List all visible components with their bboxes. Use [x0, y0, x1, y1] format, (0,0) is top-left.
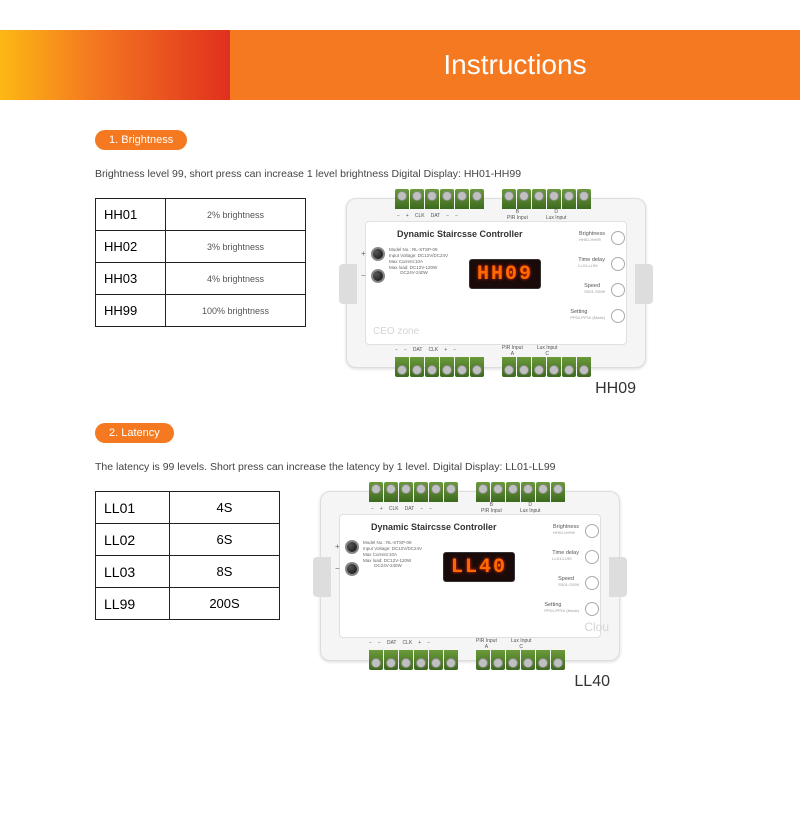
watermark: CEO zone: [373, 326, 419, 337]
device-specs: Model No.: RL-STSP-09 Input Voltage: DC1…: [389, 247, 448, 276]
table-row: LL038S: [96, 556, 280, 588]
button-label: SettingPP01-PP10 (Mode): [570, 309, 605, 321]
led-display: LL40: [443, 552, 515, 582]
header-title-area: Instructions: [230, 30, 800, 100]
table-row: HH034% brightness: [96, 263, 306, 295]
brightness-button[interactable]: [611, 231, 625, 245]
terminal-block: [476, 650, 565, 670]
table-row: LL014S: [96, 492, 280, 524]
terminal-block: [395, 189, 484, 209]
device2-wrap: −+CLKDAT−− BPIR Input DLux Input −−DATCL…: [320, 491, 640, 691]
adjustment-knob[interactable]: [371, 269, 385, 283]
table-row: LL99200S: [96, 588, 280, 620]
setting-button[interactable]: [611, 309, 625, 323]
setting-button[interactable]: [585, 602, 599, 616]
button-label: Time delayLL01-LL99: [578, 257, 605, 269]
button-label: SpeedSS01-SS99: [584, 283, 605, 295]
device-caption: LL40: [320, 673, 640, 691]
section2-desc: The latency is 99 levels. Short press ca…: [95, 461, 740, 473]
led-display: HH09: [469, 259, 541, 289]
device-specs: Model No.: RL-STSP-09 Input Voltage: DC1…: [363, 540, 422, 569]
header-bar: Instructions: [0, 30, 800, 100]
din-clip: [339, 264, 357, 304]
top-port-labels: BPIR Input DLux Input: [507, 209, 566, 221]
bottom-port-labels: PIR InputA Lux InputC: [502, 345, 557, 357]
speed-button[interactable]: [585, 576, 599, 590]
top-pin-labels: −+CLKDAT−−: [371, 506, 432, 512]
time-delay-button[interactable]: [611, 257, 625, 271]
minus-label: −: [361, 271, 366, 280]
device-caption: HH09: [346, 380, 666, 398]
controller-device: −+CLKDAT−− BPIR Input DLux Input −−DATCL…: [346, 198, 646, 368]
terminal-block: [369, 650, 458, 670]
speed-button[interactable]: [611, 283, 625, 297]
terminal-block: [476, 482, 565, 502]
table-row: LL026S: [96, 524, 280, 556]
controller-device: −+CLKDAT−− BPIR Input DLux Input −−DATCL…: [320, 491, 620, 661]
section2-row: LL014S LL026S LL038S LL99200S −+CLKDAT−−…: [95, 491, 740, 691]
button-label: Time delayLL01-LL99: [552, 550, 579, 562]
latency-table: LL014S LL026S LL038S LL99200S: [95, 491, 280, 620]
plus-label: +: [361, 249, 366, 258]
device-title: Dynamic Staircsse Controller: [371, 522, 497, 532]
top-pin-labels: −+CLKDAT−−: [397, 213, 458, 219]
din-clip: [635, 264, 653, 304]
bottom-port-labels: PIR InputA Lux InputC: [476, 638, 531, 650]
header-gradient-accent: [0, 30, 230, 100]
adjustment-knob[interactable]: [345, 540, 359, 554]
button-label: BrightnessHH01-HH99: [579, 231, 605, 243]
table-row: HH012% brightness: [96, 199, 306, 231]
time-delay-button[interactable]: [585, 550, 599, 564]
bottom-pin-labels: −−DATCLK+−: [395, 347, 456, 353]
button-label: SpeedSS01-SS99: [558, 576, 579, 588]
terminal-block: [502, 357, 591, 377]
section2-badge: 2. Latency: [95, 423, 174, 443]
adjustment-knob[interactable]: [345, 562, 359, 576]
din-clip: [609, 557, 627, 597]
top-port-labels: BPIR Input DLux Input: [481, 502, 540, 514]
button-label: BrightnessHH01-HH99: [553, 524, 579, 536]
bottom-pin-labels: −−DATCLK+−: [369, 640, 430, 646]
device-title: Dynamic Staircsse Controller: [397, 229, 523, 239]
terminal-block: [395, 357, 484, 377]
page-title: Instructions: [443, 49, 586, 81]
content: 1. Brightness Brightness level 99, short…: [0, 100, 800, 691]
terminal-block: [369, 482, 458, 502]
device1-wrap: −+CLKDAT−− BPIR Input DLux Input −−DATCL…: [346, 198, 666, 398]
brightness-button[interactable]: [585, 524, 599, 538]
terminal-block: [502, 189, 591, 209]
table-row: HH023% brightness: [96, 231, 306, 263]
section1-badge: 1. Brightness: [95, 130, 187, 150]
din-clip: [313, 557, 331, 597]
minus-label: −: [335, 564, 340, 573]
table-row: HH99100% brightness: [96, 295, 306, 327]
button-label: SettingPP01-PP10 (Mode): [544, 602, 579, 614]
brightness-table: HH012% brightness HH023% brightness HH03…: [95, 198, 306, 327]
section1-row: HH012% brightness HH023% brightness HH03…: [95, 198, 740, 398]
adjustment-knob[interactable]: [371, 247, 385, 261]
section1-desc: Brightness level 99, short press can inc…: [95, 168, 740, 180]
watermark: Clou: [584, 620, 609, 634]
plus-label: +: [335, 542, 340, 551]
